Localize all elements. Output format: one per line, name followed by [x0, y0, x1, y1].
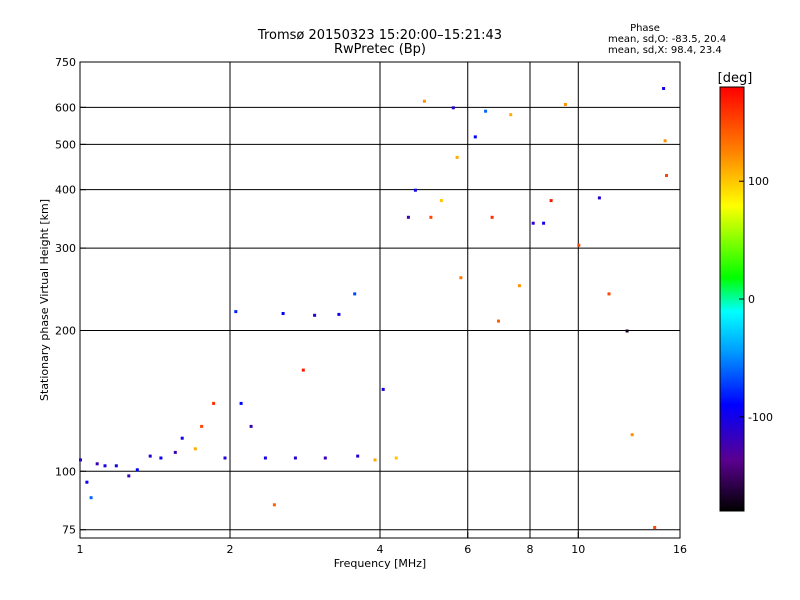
- data-point-0-21: [281, 312, 285, 315]
- data-point-0-52: [607, 292, 611, 296]
- data-point-0-16: [234, 310, 238, 314]
- data-point-0-22: [293, 456, 297, 460]
- x-tick-label-4: 8: [527, 543, 534, 556]
- y-tick-label-5: 500: [55, 138, 76, 151]
- x-tick-label-1: 2: [227, 543, 234, 556]
- data-point-0-51: [597, 196, 601, 200]
- data-point-0-37: [451, 106, 455, 110]
- data-point-0-36: [439, 199, 443, 203]
- data-point-0-2: [89, 496, 93, 500]
- colorbar-tick-label-2: -100: [748, 411, 773, 424]
- axis-ticks: 1 2 4 6 8 10 16 75 100 200 300 400 500 600 750: [55, 56, 687, 556]
- data-point-0-15: [223, 456, 227, 460]
- data-point-0-58: [665, 174, 668, 177]
- data-point-0-27: [353, 292, 357, 296]
- data-point-0-4: [103, 464, 107, 468]
- data-point-0-28: [356, 454, 360, 458]
- data-point-0-18: [249, 424, 253, 428]
- data-point-0-25: [323, 456, 327, 460]
- data-point-0-1: [85, 480, 89, 484]
- data-point-0-6: [127, 474, 131, 478]
- data-point-0-20: [272, 503, 276, 507]
- x-tick-label-5: 10: [571, 543, 585, 556]
- y-tick-label-7: 750: [55, 56, 76, 69]
- data-point-0-39: [459, 276, 463, 280]
- y-tick-label-1: 100: [55, 465, 76, 478]
- data-point-0-48: [549, 199, 553, 203]
- data-point-0-24: [313, 313, 317, 317]
- colorbar-label: [deg]: [718, 71, 753, 86]
- data-point-0-14: [212, 401, 216, 405]
- x-axis-label: Frequency [MHz]: [334, 557, 426, 570]
- data-point-0-23: [301, 368, 305, 372]
- chart-title-line2: RwPretec (Bp): [334, 42, 426, 57]
- data-point-0-57: [663, 139, 667, 143]
- data-point-0-11: [180, 436, 184, 440]
- data-point-0-56: [662, 87, 666, 90]
- data-point-0-17: [239, 401, 243, 405]
- data-point-0-45: [517, 284, 521, 288]
- grid: [80, 62, 680, 538]
- x-tick-label-6: 16: [673, 543, 687, 556]
- phase-box-line-o: mean, sd,O: -83.5, 20.4: [608, 34, 726, 45]
- data-points: [79, 87, 668, 529]
- data-point-0-0: [79, 458, 82, 462]
- data-point-0-49: [563, 103, 567, 106]
- data-point-0-10: [173, 450, 177, 454]
- data-point-0-34: [422, 99, 426, 103]
- data-point-0-47: [542, 221, 546, 225]
- y-tick-label-4: 400: [55, 184, 76, 197]
- data-point-0-12: [193, 447, 197, 451]
- y-tick-label-3: 300: [55, 242, 76, 255]
- data-point-0-46: [531, 221, 535, 225]
- y-tick-label-0: 75: [62, 524, 76, 537]
- phase-box-heading: Phase: [630, 23, 660, 34]
- colorbar-tick-label-1: 0: [748, 293, 755, 306]
- data-point-0-54: [630, 433, 634, 437]
- phase-box-line-x: mean, sd,X: 98.4, 23.4: [608, 45, 722, 56]
- data-point-0-5: [114, 464, 118, 468]
- y-tick-label-2: 200: [55, 324, 76, 337]
- data-point-0-38: [455, 155, 459, 159]
- data-point-0-55: [653, 526, 657, 529]
- data-point-0-32: [406, 215, 410, 219]
- chart-title-line1: Tromsø 20150323 15:20:00–15:21:43: [257, 28, 502, 43]
- data-point-0-31: [394, 456, 398, 460]
- y-tick-label-6: 600: [55, 101, 76, 114]
- data-point-0-29: [373, 458, 377, 462]
- data-point-0-13: [200, 424, 204, 428]
- colorbar-ticks: 100 0 -100: [739, 175, 773, 424]
- data-point-0-33: [413, 188, 417, 192]
- data-point-0-42: [490, 215, 494, 219]
- data-point-0-43: [497, 319, 500, 323]
- data-point-0-9: [159, 456, 163, 460]
- data-point-0-30: [381, 387, 385, 391]
- x-tick-label-2: 4: [377, 543, 384, 556]
- data-point-0-35: [429, 215, 433, 219]
- data-point-0-44: [509, 113, 513, 117]
- data-point-0-26: [337, 312, 341, 316]
- data-point-0-3: [95, 462, 99, 466]
- data-point-0-53: [625, 329, 629, 333]
- data-point-0-19: [263, 456, 267, 460]
- colorbar-tick-label-0: 100: [748, 175, 769, 188]
- data-point-0-7: [135, 468, 139, 472]
- y-axis-label: Stationary phase Virtual Height [km]: [38, 199, 51, 401]
- data-point-0-8: [148, 454, 152, 458]
- data-point-0-41: [484, 109, 488, 113]
- x-tick-label-0: 1: [77, 543, 84, 556]
- data-point-0-50: [577, 243, 581, 247]
- x-tick-label-3: 6: [464, 543, 471, 556]
- data-point-0-40: [473, 135, 477, 139]
